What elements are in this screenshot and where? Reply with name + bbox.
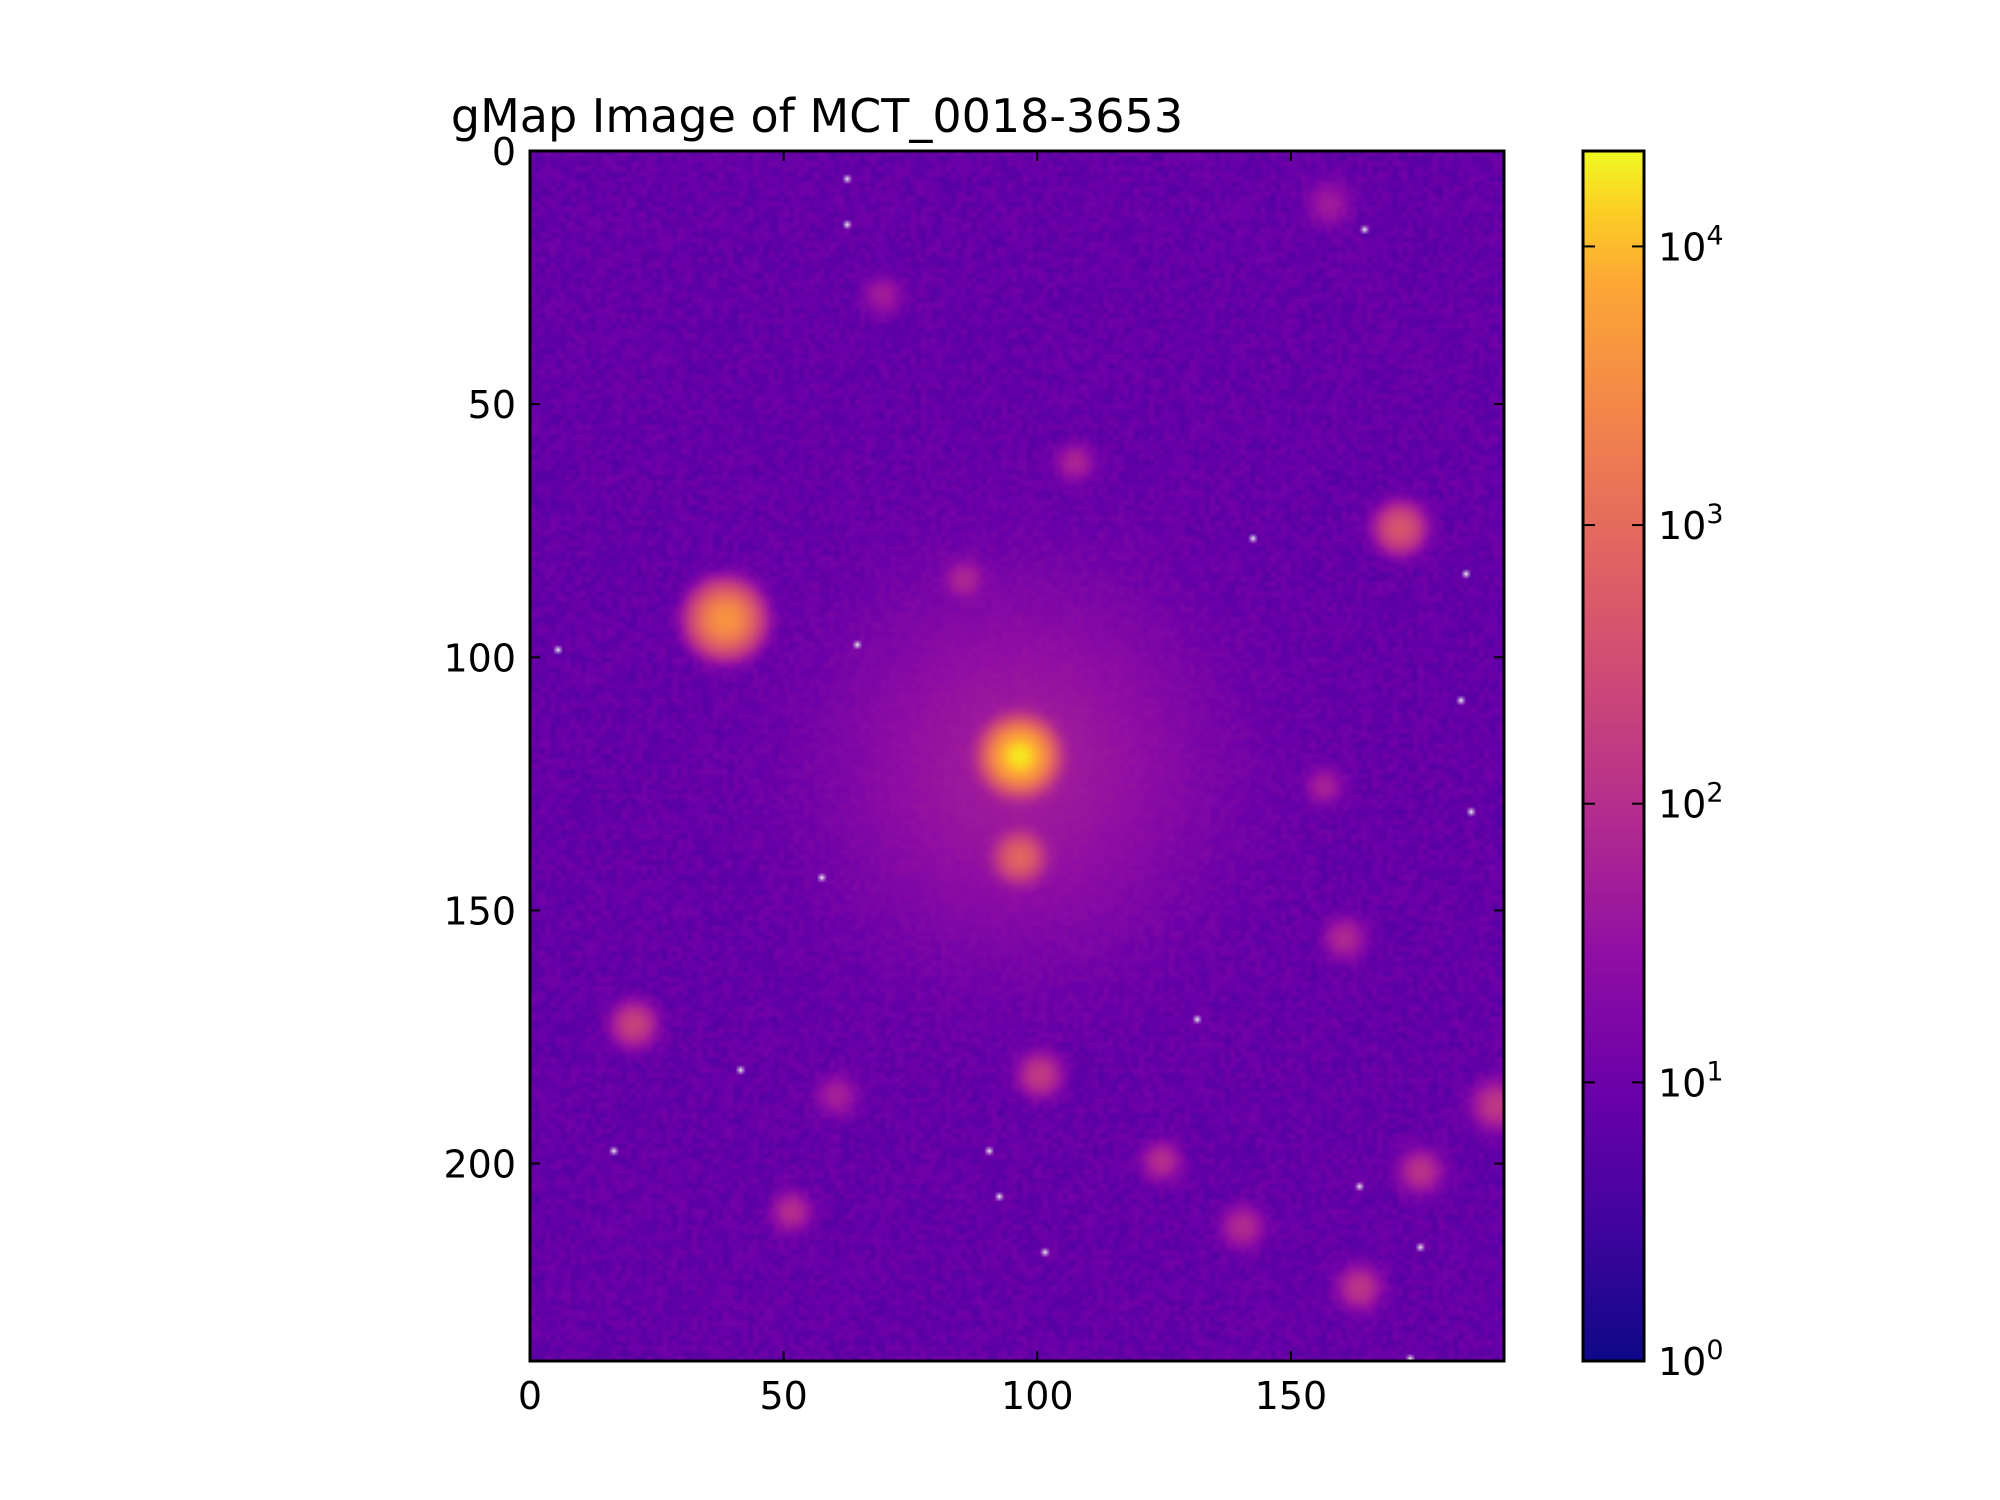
colorbar-tick-exponent: 1 — [1706, 1056, 1723, 1087]
colorbar-tick-base: 10 — [1658, 225, 1706, 269]
colorbar-tick-base: 10 — [1658, 1340, 1706, 1384]
colorbar-tick-exponent: 3 — [1706, 499, 1723, 530]
colorbar-tick-label: 100 — [1658, 1335, 1724, 1384]
x-tick-label: 50 — [759, 1374, 807, 1418]
x-axis: 0 50 100 150 — [518, 151, 1327, 1418]
colorbar-tick-label: 103 — [1658, 499, 1724, 548]
colorbar-tick-exponent: 0 — [1706, 1335, 1723, 1366]
plot-frame — [528, 149, 1506, 1363]
x-tick-label: 100 — [1001, 1374, 1074, 1418]
y-tick-label: 200 — [443, 1143, 516, 1187]
y-tick-label: 0 — [492, 130, 516, 174]
colorbar-tick-label: 104 — [1658, 220, 1724, 269]
y-tick-label: 100 — [443, 636, 516, 680]
heatmap-image — [530, 151, 1504, 1361]
y-tick-label: 50 — [468, 383, 516, 427]
colorbar-tick-base: 10 — [1658, 504, 1706, 548]
colorbar — [1581, 149, 1646, 1363]
chart-title: gMap Image of MCT_0018-3653 — [451, 89, 1183, 143]
colorbar-tick-label: 102 — [1658, 778, 1724, 827]
colorbar-tick-exponent: 4 — [1706, 220, 1723, 251]
image-plot-area — [530, 151, 1504, 1361]
colorbar-tick-label: 101 — [1658, 1056, 1724, 1105]
y-tick-label: 150 — [443, 889, 516, 933]
colorbar-tick-exponent: 2 — [1706, 778, 1723, 809]
x-tick-label: 0 — [518, 1374, 542, 1418]
colorbar-tick-base: 10 — [1658, 783, 1706, 827]
x-tick-label: 150 — [1255, 1374, 1328, 1418]
y-axis: 0 50 100 150 200 — [443, 130, 1504, 1187]
colorbar-tick-base: 10 — [1658, 1061, 1706, 1105]
